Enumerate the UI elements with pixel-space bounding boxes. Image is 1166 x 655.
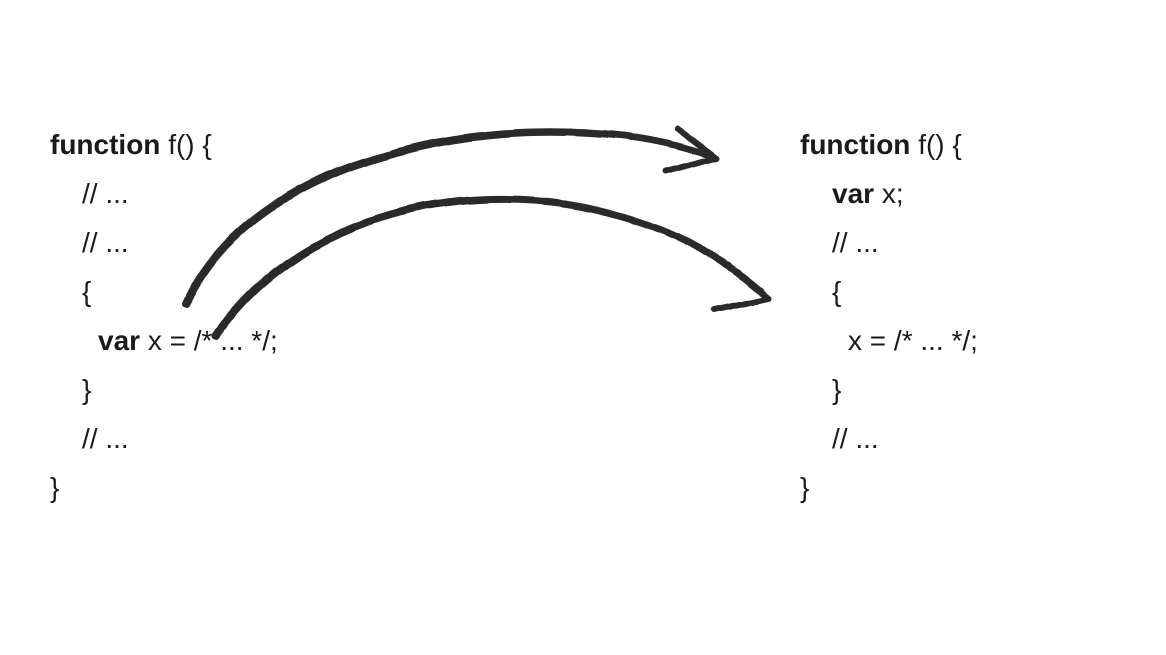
code-text: // ... bbox=[832, 423, 879, 454]
code-line: } bbox=[50, 365, 278, 414]
keyword: var bbox=[832, 178, 874, 209]
code-text: f() { bbox=[160, 129, 211, 160]
code-text: // ... bbox=[82, 178, 129, 209]
code-line: } bbox=[800, 463, 978, 512]
code-text: f() { bbox=[910, 129, 961, 160]
code-text: } bbox=[50, 472, 59, 503]
code-text: // ... bbox=[832, 227, 879, 258]
keyword: function bbox=[50, 129, 160, 160]
right-code-block: function f() {var x;// ...{x = /* ... */… bbox=[800, 120, 978, 512]
diagram-canvas: function f() {// ...// ...{var x = /* ..… bbox=[0, 0, 1166, 655]
bottom-arrow-head bbox=[713, 265, 768, 310]
code-line: // ... bbox=[50, 169, 278, 218]
code-line: } bbox=[800, 365, 978, 414]
code-line: } bbox=[50, 463, 278, 512]
left-code-block: function f() {// ...// ...{var x = /* ..… bbox=[50, 120, 278, 512]
code-text: } bbox=[800, 472, 809, 503]
top-arrow-head bbox=[666, 128, 718, 172]
code-line: x = /* ... */; bbox=[800, 316, 978, 365]
code-text: // ... bbox=[82, 423, 129, 454]
code-text: { bbox=[832, 276, 841, 307]
code-line: // ... bbox=[800, 218, 978, 267]
code-text: x = /* ... */; bbox=[848, 325, 978, 356]
code-line: var x; bbox=[800, 169, 978, 218]
code-line: // ... bbox=[800, 414, 978, 463]
code-text: } bbox=[832, 374, 841, 405]
keyword: function bbox=[800, 129, 910, 160]
code-text: x = /* ... */; bbox=[140, 325, 278, 356]
bottom-arrow bbox=[215, 199, 760, 335]
code-line: // ... bbox=[50, 414, 278, 463]
bottom-arrow bbox=[217, 200, 762, 336]
code-text: { bbox=[82, 276, 91, 307]
keyword: var bbox=[98, 325, 140, 356]
code-text: x; bbox=[874, 178, 904, 209]
code-text: } bbox=[82, 374, 91, 405]
code-line: function f() { bbox=[800, 120, 978, 169]
code-line: function f() { bbox=[50, 120, 278, 169]
code-text: // ... bbox=[82, 227, 129, 258]
code-line: { bbox=[800, 267, 978, 316]
code-line: var x = /* ... */; bbox=[50, 316, 278, 365]
code-line: // ... bbox=[50, 218, 278, 267]
code-line: { bbox=[50, 267, 278, 316]
